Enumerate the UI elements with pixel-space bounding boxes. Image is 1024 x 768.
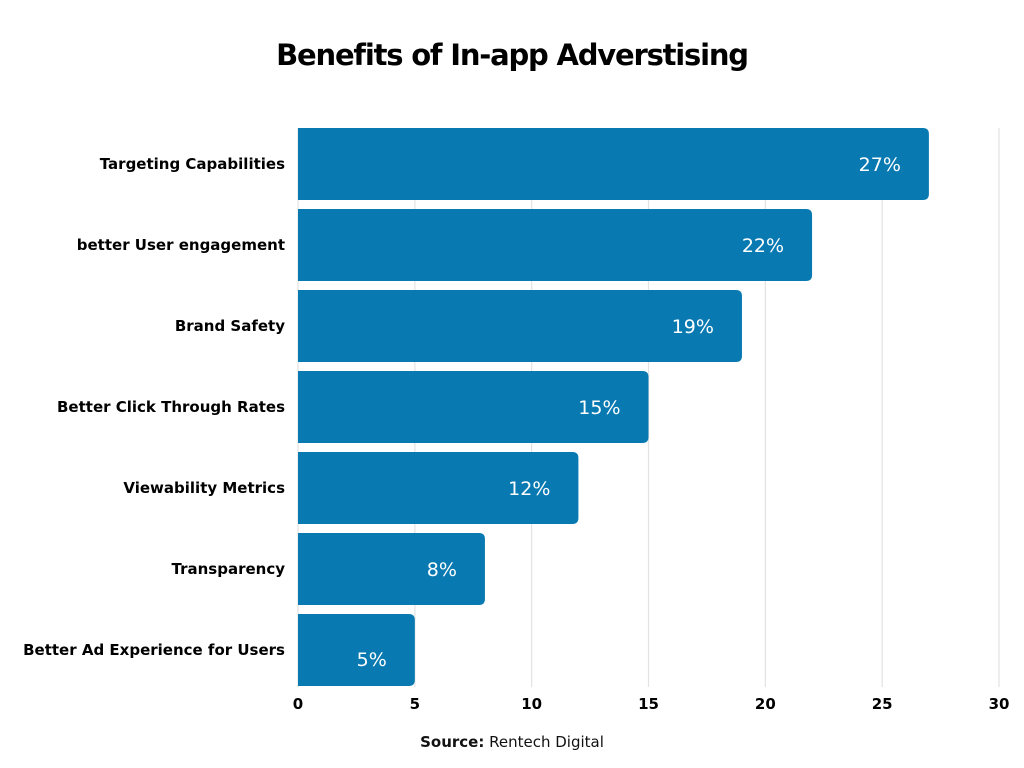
bar <box>298 371 649 443</box>
x-tick-label: 10 <box>521 695 542 713</box>
category-label: better User engagement <box>77 236 285 254</box>
data-label: 19% <box>672 316 714 338</box>
chart-title: Benefits of In-app Adverstising <box>276 38 749 72</box>
x-tick-label: 20 <box>755 695 776 713</box>
bar <box>298 533 485 605</box>
bar <box>298 452 579 524</box>
bar <box>298 209 813 281</box>
data-label: 27% <box>859 154 901 176</box>
data-label: 15% <box>578 397 620 419</box>
x-tick-label: 15 <box>638 695 659 713</box>
category-label: Better Ad Experience for Users <box>23 641 285 659</box>
x-tick-label: 25 <box>872 695 893 713</box>
category-label: Brand Safety <box>175 317 285 335</box>
category-label: Viewability Metrics <box>123 479 285 497</box>
category-label: Targeting Capabilities <box>100 155 285 173</box>
source-text: Rentech Digital <box>489 733 604 751</box>
bar <box>298 128 929 200</box>
x-tick-label: 30 <box>989 695 1010 713</box>
category-label: Better Click Through Rates <box>57 398 285 416</box>
x-tick-label: 5 <box>410 695 420 713</box>
x-tick-label: 0 <box>293 695 303 713</box>
data-label: 22% <box>742 235 784 257</box>
source-label: Source: <box>420 733 485 751</box>
source-note: Source: Rentech Digital <box>0 733 1024 751</box>
bar <box>298 614 415 686</box>
category-label: Transparency <box>172 560 286 578</box>
data-label: 12% <box>508 478 550 500</box>
data-label: 5% <box>357 649 387 671</box>
data-label: 8% <box>427 559 457 581</box>
bar <box>298 290 742 362</box>
